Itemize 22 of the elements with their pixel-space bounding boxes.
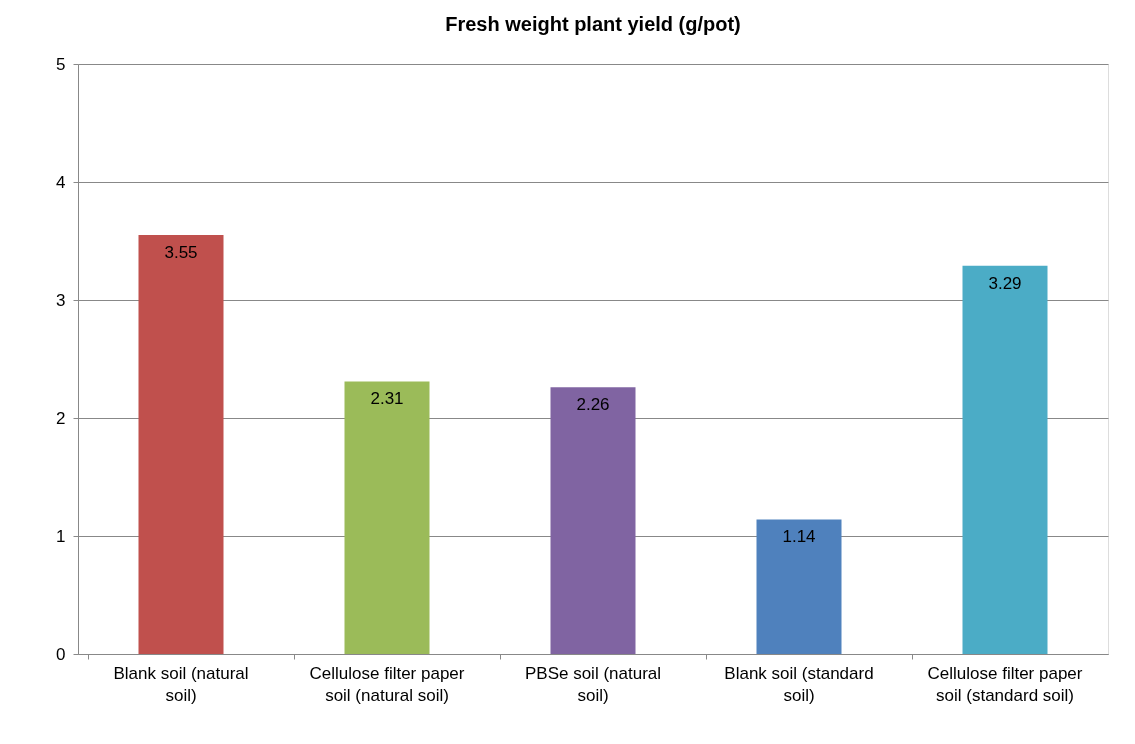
x-tick-label: Blank soil (standard soil)	[724, 663, 874, 705]
y-tick-label: 5	[56, 54, 66, 74]
data-label: 3.29	[988, 273, 1022, 293]
y-tick-label: 0	[56, 644, 66, 664]
chart-title: Fresh weight plant yield (g/pot)	[445, 13, 741, 35]
bar	[962, 265, 1048, 654]
bar	[756, 519, 842, 654]
data-label: 2.26	[576, 395, 610, 415]
bar	[550, 387, 636, 654]
data-label: 2.31	[370, 389, 404, 409]
x-tick-label: Blank soil (natural soil)	[113, 663, 249, 705]
x-tick-label: Cellulose filter paper soil (natural soil)	[309, 663, 465, 705]
x-tick-label: Cellulose filter paper soil (standard soil)	[927, 663, 1083, 705]
y-tick-label: 4	[56, 172, 66, 192]
bar	[138, 235, 224, 654]
x-tick-label: PBSe soil (natural soil)	[524, 663, 662, 705]
data-label: 3.55	[164, 243, 198, 263]
y-tick-label: 2	[56, 408, 66, 428]
y-tick-label: 1	[56, 526, 66, 546]
data-label: 1.14	[782, 527, 816, 547]
bar	[344, 381, 430, 654]
y-tick-label: 3	[56, 290, 66, 310]
